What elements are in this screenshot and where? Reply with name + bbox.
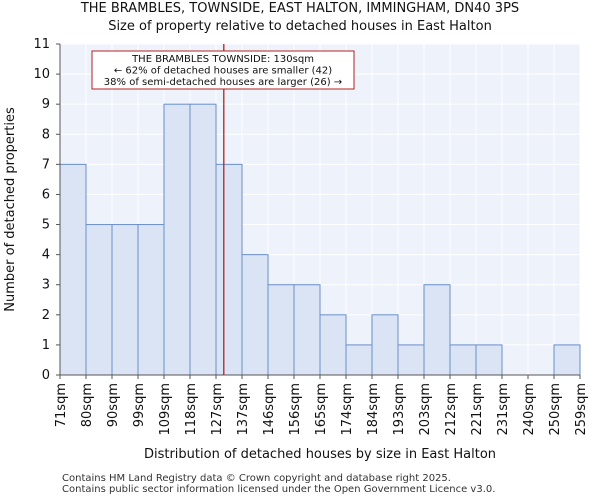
x-tick-label: 203sqm	[418, 383, 433, 436]
x-tick-label: 250sqm	[548, 383, 563, 436]
x-tick-label: 221sqm	[470, 383, 485, 436]
histogram-bar	[293, 284, 321, 376]
histogram-bar	[111, 224, 139, 376]
histogram-bar	[59, 163, 87, 376]
x-tick-label: 71sqm	[54, 383, 69, 427]
histogram-bar	[345, 344, 373, 376]
x-tick-label: 174sqm	[340, 383, 355, 436]
x-tick-label: 156sqm	[288, 383, 303, 436]
x-tick-label: 137sqm	[236, 383, 251, 436]
y-tick-label: 6	[42, 187, 50, 202]
y-tick-label: 1	[42, 338, 50, 353]
y-axis-label: Number of detached properties	[3, 107, 18, 312]
x-tick-label: 165sqm	[314, 383, 329, 436]
y-tick-label: 0	[42, 368, 50, 383]
histogram-bar	[215, 163, 243, 376]
annotation-text: 38% of semi-detached houses are larger (…	[104, 77, 342, 88]
y-tick-label: 5	[42, 218, 50, 233]
histogram-chart: 0 1 2 3 4 5 6 7 8 9 10 11 71sqm 80sqm 90sqm 99sqm 109sqm…	[3, 37, 589, 462]
y-tick-label: 2	[42, 308, 50, 323]
x-tick-label: 127sqm	[210, 383, 225, 436]
chart-title: THE BRAMBLES, TOWNSIDE, EAST HALTON, IMM…	[80, 1, 520, 16]
histogram-bar	[553, 344, 581, 376]
x-tick-label: 193sqm	[392, 383, 407, 436]
y-tick-label: 10	[33, 67, 50, 82]
histogram-bar	[163, 103, 191, 376]
annotation-box	[91, 50, 355, 90]
x-tick-label: 240sqm	[522, 383, 537, 436]
x-tick-label: 99sqm	[132, 383, 147, 427]
x-tick-label: 259sqm	[574, 383, 589, 436]
histogram-bar	[137, 224, 165, 376]
y-tick-label: 4	[42, 248, 50, 263]
x-tick-label: 212sqm	[444, 383, 459, 436]
chart-subtitle: Size of property relative to detached ho…	[108, 19, 492, 34]
histogram-bar	[241, 254, 269, 376]
footer-licence: Contains public sector information licen…	[62, 484, 496, 495]
annotation-text: THE BRAMBLES TOWNSIDE: 130sqm	[131, 54, 314, 65]
histogram-bar	[449, 344, 477, 376]
histogram-bar	[85, 224, 113, 376]
histogram-bar	[189, 103, 217, 376]
x-axis-label: Distribution of detached houses by size …	[144, 447, 496, 462]
annotation-text: ← 62% of detached houses are smaller (42…	[114, 66, 332, 77]
y-tick-label: 11	[33, 37, 50, 52]
y-tick-label: 3	[42, 278, 50, 293]
x-tick-label: 80sqm	[80, 383, 95, 427]
x-tick-label: 231sqm	[496, 383, 511, 436]
histogram-bar	[319, 314, 347, 376]
histogram-bar	[267, 284, 295, 376]
histogram-bar	[397, 344, 425, 376]
y-tick-label: 8	[42, 127, 50, 142]
x-tick-label: 118sqm	[184, 383, 199, 436]
y-tick-label: 7	[42, 157, 50, 172]
x-tick-label: 90sqm	[106, 383, 121, 427]
x-tick-label: 184sqm	[366, 383, 381, 436]
x-tick-label: 109sqm	[158, 383, 173, 436]
histogram-bar	[475, 344, 503, 376]
y-tick-label: 9	[42, 97, 50, 112]
histogram-bar	[423, 284, 451, 376]
histogram-bar	[371, 314, 399, 376]
x-tick-label: 146sqm	[262, 383, 277, 436]
footer-copyright: Contains HM Land Registry data © Crown c…	[62, 473, 451, 484]
